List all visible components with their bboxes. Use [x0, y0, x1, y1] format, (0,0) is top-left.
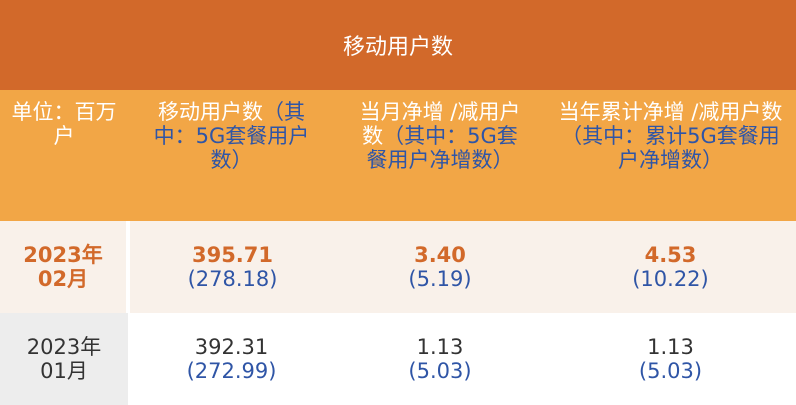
header-row: 单位：百万户 移动用户数（其中：5G套餐用户数） 当月净增 /减用户数（其中：5… — [0, 90, 796, 221]
value-cell: 4.53 (10.22) — [545, 221, 796, 313]
period-cell: 2023年01月 — [0, 313, 128, 405]
table-row: 2023年02月 395.71 (278.18) 3.40 (5.19) 4.53(… — [0, 221, 796, 313]
header-monthly-net-add: 当月净增 /减用户数（其中：5G套餐用户净增数） — [335, 90, 545, 221]
value-cell: 392.31 (272.99) — [128, 313, 335, 405]
table-row: 2023年01月 392.31 (272.99) 1.13 (5.03) 1.13(… — [0, 313, 796, 405]
header-yearly-net-add: 当年累计净增 /减用户数（其中：累计5G套餐用户净增数） — [545, 90, 796, 221]
value-cell: 1.13 (5.03) — [545, 313, 796, 405]
mobile-users-table: 单位：百万户 移动用户数（其中：5G套餐用户数） 当月净增 /减用户数（其中：5… — [0, 90, 796, 405]
header-mobile-users: 移动用户数（其中：5G套餐用户数） — [128, 90, 335, 221]
value-cell: 3.40 (5.19) — [335, 221, 545, 313]
table-title: 移动用户数 — [0, 0, 796, 90]
header-unit: 单位：百万户 — [0, 90, 128, 221]
period-cell: 2023年02月 — [0, 221, 130, 313]
value-cell: 1.13 (5.03) — [335, 313, 545, 405]
value-cell: 395.71 (278.18) — [128, 221, 335, 313]
